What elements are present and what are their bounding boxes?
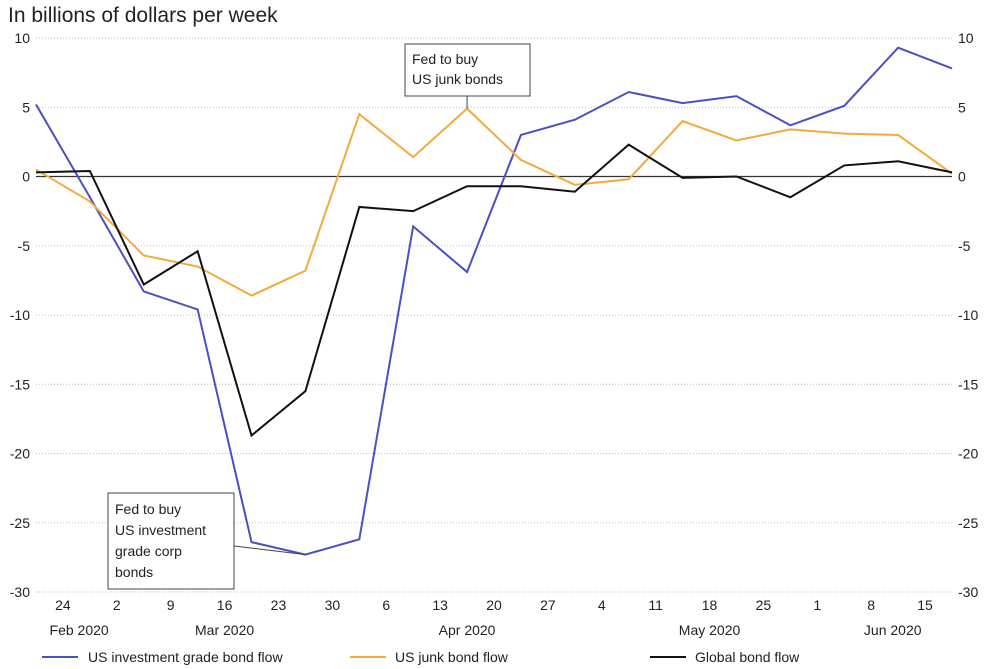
y-tick-label-left: -30 (10, 584, 30, 600)
annotation-box (107, 492, 235, 590)
annotation-text: Fed to buy (412, 51, 478, 67)
annotation-text: US junk bonds (412, 71, 503, 87)
y-tick-label-right: -30 (958, 584, 978, 600)
x-tick-label: 27 (540, 597, 556, 613)
y-tick-label-right: -10 (958, 307, 978, 323)
y-tick-label-left: -20 (10, 446, 30, 462)
y-tick-label-right: -20 (958, 446, 978, 462)
x-tick-label: 24 (55, 597, 71, 613)
y-tick-label-right: -15 (958, 376, 978, 392)
annotation-text: bonds (115, 564, 153, 580)
annotation-leader (233, 545, 306, 556)
series-line-2 (35, 143, 953, 438)
y-tick-label-left: 10 (14, 30, 30, 46)
legend-label-2: Global bond flow (695, 649, 800, 665)
x-tick-label: 2 (113, 597, 121, 613)
series-line-0 (35, 46, 953, 556)
y-tick-label-left: -25 (10, 515, 30, 531)
x-month-label: May 2020 (679, 622, 741, 638)
x-tick-label: 1 (813, 597, 821, 613)
y-tick-label-left: -5 (18, 238, 31, 254)
annotation-box (404, 43, 531, 97)
y-tick-label-right: 10 (958, 30, 974, 46)
x-tick-label: 9 (167, 597, 175, 613)
y-tick-label-right: 0 (958, 169, 966, 185)
x-tick-label: 23 (271, 597, 287, 613)
annotation-text: US investment (115, 522, 206, 538)
x-tick-label: 11 (648, 597, 663, 613)
x-tick-label: 4 (598, 597, 606, 613)
y-tick-label-right: -5 (958, 238, 971, 254)
x-month-label: Mar 2020 (195, 622, 254, 638)
x-tick-label: 8 (867, 597, 875, 613)
y-tick-label-right: 5 (958, 99, 966, 115)
x-tick-label: 25 (756, 597, 772, 613)
annotation-text: grade corp (115, 543, 182, 559)
x-tick-label: 15 (917, 597, 933, 613)
x-tick-label: 6 (382, 597, 390, 613)
annotation-text: Fed to buy (115, 501, 181, 517)
y-tick-label-right: -25 (958, 515, 978, 531)
x-month-label: Jun 2020 (864, 622, 922, 638)
x-tick-label: 18 (702, 597, 718, 613)
chart-title: In billions of dollars per week (8, 4, 278, 27)
legend-label-0: US investment grade bond flow (88, 649, 283, 665)
series-line-1 (35, 107, 953, 297)
x-tick-label: 16 (217, 597, 233, 613)
y-tick-label-left: -10 (10, 307, 30, 323)
x-tick-label: 20 (486, 597, 502, 613)
y-tick-label-left: 5 (22, 99, 30, 115)
legend-label-1: US junk bond flow (395, 649, 509, 665)
x-tick-label: 30 (325, 597, 341, 613)
x-tick-label: 13 (432, 597, 448, 613)
y-tick-label-left: 0 (22, 169, 30, 185)
x-month-label: Feb 2020 (50, 622, 109, 638)
y-tick-label-left: -15 (10, 376, 30, 392)
x-month-label: Apr 2020 (439, 622, 496, 638)
